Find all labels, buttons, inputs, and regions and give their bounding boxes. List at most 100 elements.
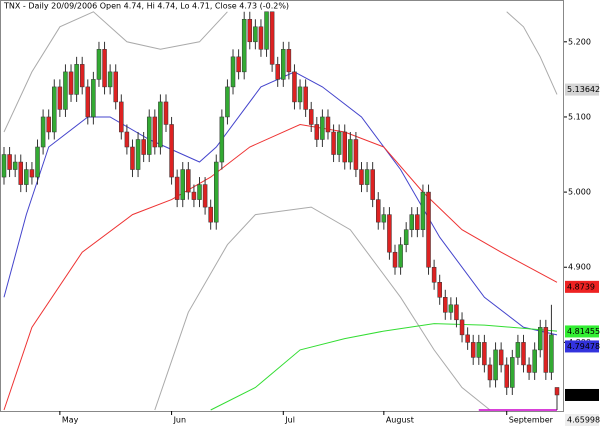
candle-body — [398, 244, 403, 268]
candle-body — [135, 139, 141, 170]
candle-body — [314, 124, 320, 140]
candle-body — [465, 334, 470, 343]
price-label: 4.81455 — [567, 327, 600, 336]
candle-body — [286, 49, 292, 73]
candle-body — [124, 131, 130, 148]
y-tick-label: 5.100 — [568, 112, 591, 121]
plot-frame — [0, 0, 564, 412]
candle-body — [510, 357, 515, 388]
y-tick-label: 5.000 — [568, 188, 591, 197]
candle-body — [459, 319, 465, 336]
candle-body — [359, 169, 364, 185]
candle-body — [275, 64, 280, 80]
candle-body — [348, 139, 353, 163]
candle-body — [493, 349, 498, 381]
price-label: 4.8739 — [567, 282, 595, 291]
candle-body — [415, 214, 420, 230]
candle-body — [180, 169, 185, 200]
candle-body — [18, 161, 24, 185]
candle-body — [498, 349, 504, 366]
candle-body — [381, 214, 387, 223]
candle-body — [331, 131, 336, 155]
candle-body — [554, 387, 560, 396]
candle-body — [426, 191, 431, 268]
candle-body — [253, 26, 258, 43]
candle-body — [202, 184, 208, 208]
candle-body — [482, 342, 487, 366]
candle-body — [146, 116, 152, 155]
candle-body — [24, 169, 29, 185]
candle-body — [225, 86, 230, 118]
candle-body — [297, 86, 303, 103]
candle-body — [236, 56, 241, 73]
candle-body — [91, 79, 96, 118]
candle-body — [370, 169, 375, 200]
candle-body — [197, 184, 202, 200]
candle-body — [487, 364, 493, 381]
x-tick-label: Jun — [173, 416, 187, 425]
indicator-line — [154, 206, 491, 411]
candle-body — [247, 19, 253, 43]
indicator-line — [3, 123, 558, 411]
indicator-line — [210, 323, 558, 411]
candle-body — [292, 71, 297, 103]
candle-body — [191, 191, 197, 200]
candle-body — [57, 86, 63, 110]
y-tick-label: 5.200 — [568, 37, 591, 46]
candle-body — [364, 169, 370, 185]
candle-body — [549, 334, 554, 373]
candle-body — [521, 342, 526, 366]
candle-body — [504, 364, 509, 388]
candle-body — [420, 191, 426, 230]
candle-body — [29, 169, 35, 178]
candle-body — [537, 327, 543, 351]
x-tick-label: August — [386, 416, 414, 425]
candle-body — [342, 131, 347, 163]
candle-body — [102, 49, 107, 88]
x-tick-label: September — [509, 416, 554, 425]
candle-body — [532, 349, 537, 373]
price-label: 4.79478 — [567, 342, 600, 351]
candle-body — [74, 64, 79, 95]
candle-body — [35, 146, 40, 178]
x-tick-label: May — [62, 416, 79, 425]
candle-body — [336, 131, 342, 155]
indicator-line — [506, 11, 558, 95]
candle-body — [403, 229, 409, 245]
candle-body — [68, 71, 74, 95]
candle-body — [543, 327, 549, 373]
candle-body — [281, 49, 286, 80]
candle-body — [431, 266, 437, 283]
price-label-box — [565, 414, 599, 426]
candle-body — [12, 161, 18, 170]
candle-body — [130, 146, 135, 170]
candle-body — [376, 199, 381, 223]
candle-body — [476, 342, 482, 358]
candle-body — [141, 139, 146, 155]
candle-body — [52, 86, 57, 133]
indicator-line — [3, 11, 228, 133]
price-label: 4.65998 — [567, 416, 600, 425]
candle-body — [7, 154, 12, 170]
candle-body — [158, 101, 163, 148]
candle-body — [96, 49, 102, 80]
candle-body — [353, 139, 359, 170]
candle-body — [174, 176, 180, 200]
candle-body — [40, 116, 46, 148]
candle-body — [163, 101, 169, 125]
candle-body — [208, 206, 213, 223]
price-label-box — [565, 280, 599, 293]
candle-body — [1, 154, 7, 178]
price-label-box — [565, 83, 599, 96]
candle-body — [269, 11, 275, 65]
candle-body — [46, 116, 51, 133]
candle-body — [387, 214, 392, 253]
price-label-box — [565, 325, 599, 338]
candle-body — [320, 116, 325, 140]
candle-body — [241, 19, 247, 73]
candle-body — [325, 116, 331, 133]
candle-body — [186, 169, 191, 193]
candle-body — [219, 116, 225, 163]
candle-body — [230, 56, 236, 88]
